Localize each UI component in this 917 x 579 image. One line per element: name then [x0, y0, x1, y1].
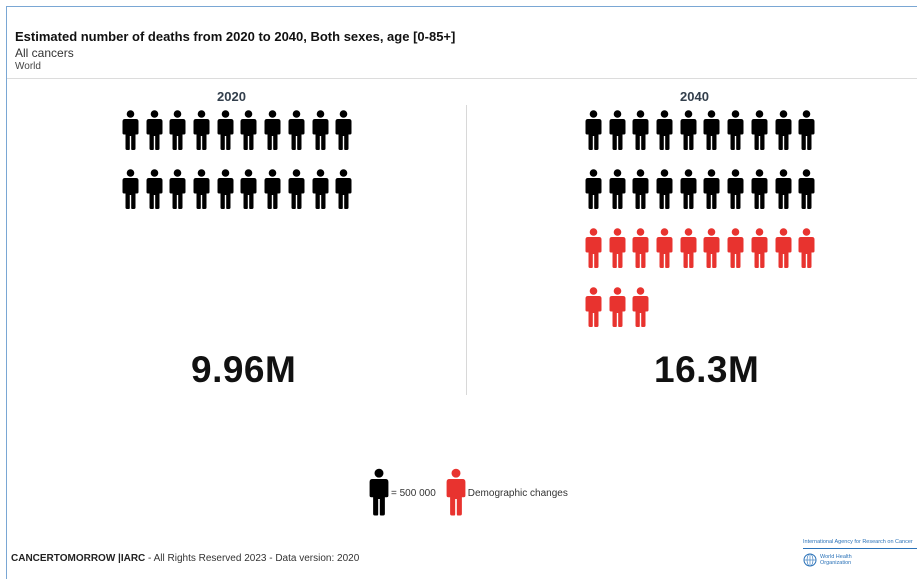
person-icon-black — [193, 110, 210, 150]
header-divider — [7, 78, 917, 79]
person-icon-red — [585, 228, 602, 268]
legend-person-icon-black — [369, 467, 389, 520]
person-icon-black — [632, 110, 649, 150]
who-logo: World Health Organization — [803, 553, 852, 567]
person-icon-red — [585, 287, 602, 327]
who-line1: World Health — [820, 554, 852, 560]
person-icon-red — [656, 228, 673, 268]
person-icon-red — [680, 228, 697, 268]
legend: = 500 000 Demographic changes — [369, 467, 578, 520]
person-icon-black — [335, 110, 352, 150]
person-icon-black — [122, 169, 139, 209]
person-icon-black — [312, 110, 328, 150]
person-icon-black — [264, 169, 281, 209]
chart-region: World — [15, 61, 41, 72]
person-icon-black — [264, 110, 281, 150]
person-icon-black — [217, 110, 234, 150]
value-2020: 9.96M — [191, 349, 297, 390]
person-icon-black — [312, 169, 328, 209]
person-icon-black — [680, 110, 697, 150]
value-2040: 16.3M — [654, 349, 760, 390]
person-icon-black — [609, 169, 626, 209]
person-icon-black — [193, 169, 210, 209]
who-line2: Organization — [820, 560, 852, 566]
person-icon-black — [727, 110, 744, 150]
iarc-logo-text: International Agency for Research on Can… — [803, 539, 913, 545]
person-icon-black — [751, 169, 768, 209]
person-icon-red — [446, 468, 466, 516]
icon-grid-2020 — [122, 110, 352, 209]
who-emblem-icon — [803, 553, 817, 567]
person-icon-black — [369, 468, 389, 516]
person-icon-red — [727, 228, 744, 268]
chart-title: Estimated number of deaths from 2020 to … — [15, 29, 456, 44]
person-icon-black — [146, 110, 163, 150]
person-icon-red — [775, 228, 791, 268]
person-icon-red — [609, 287, 626, 327]
chart-subtitle: All cancers — [15, 46, 74, 60]
person-icon-red — [632, 228, 649, 268]
person-icon-black — [798, 110, 815, 150]
person-icon-black — [775, 169, 791, 209]
person-icon-black — [775, 110, 791, 150]
legend-demographic-label: Demographic changes — [467, 488, 568, 499]
person-icon-black — [680, 169, 697, 209]
iarc-logo-line — [803, 548, 917, 549]
person-icon-red — [798, 228, 815, 268]
legend-person-icon-red — [446, 467, 466, 520]
person-icon-black — [169, 110, 186, 150]
year-label-2040: 2040 — [680, 89, 709, 104]
person-icon-black — [798, 169, 815, 209]
footer: CANCERTOMORROW |IARC - All Rights Reserv… — [11, 553, 359, 564]
person-icon-black — [703, 110, 720, 150]
person-icon-black — [727, 169, 744, 209]
person-icon-black — [217, 169, 234, 209]
person-icon-black — [751, 110, 768, 150]
panel-divider — [466, 105, 467, 395]
icon-grid-2040 — [585, 110, 815, 327]
person-icon-red — [609, 228, 626, 268]
year-label-2020: 2020 — [217, 89, 246, 104]
person-icon-black — [122, 110, 139, 150]
person-icon-black — [656, 110, 673, 150]
person-icon-black — [146, 169, 163, 209]
chart-frame: Estimated number of deaths from 2020 to … — [6, 6, 917, 579]
person-icon-black — [169, 169, 186, 209]
person-icon-black — [656, 169, 673, 209]
person-icon-red — [632, 287, 649, 327]
person-icon-black — [585, 110, 602, 150]
person-icon-black — [585, 169, 602, 209]
person-icon-black — [240, 169, 257, 209]
person-icon-black — [632, 169, 649, 209]
person-icon-black — [335, 169, 352, 209]
person-icon-red — [703, 228, 720, 268]
person-icon-red — [751, 228, 768, 268]
person-icon-black — [240, 110, 257, 150]
footer-text: - All Rights Reserved 2023 - Data versio… — [145, 553, 360, 564]
person-icon-black — [288, 169, 305, 209]
footer-brand: CANCERTOMORROW |IARC — [11, 553, 146, 564]
person-icon-black — [288, 110, 305, 150]
legend-base-label: = 500 000 — [391, 488, 436, 499]
person-icon-black — [703, 169, 720, 209]
person-icon-black — [609, 110, 626, 150]
